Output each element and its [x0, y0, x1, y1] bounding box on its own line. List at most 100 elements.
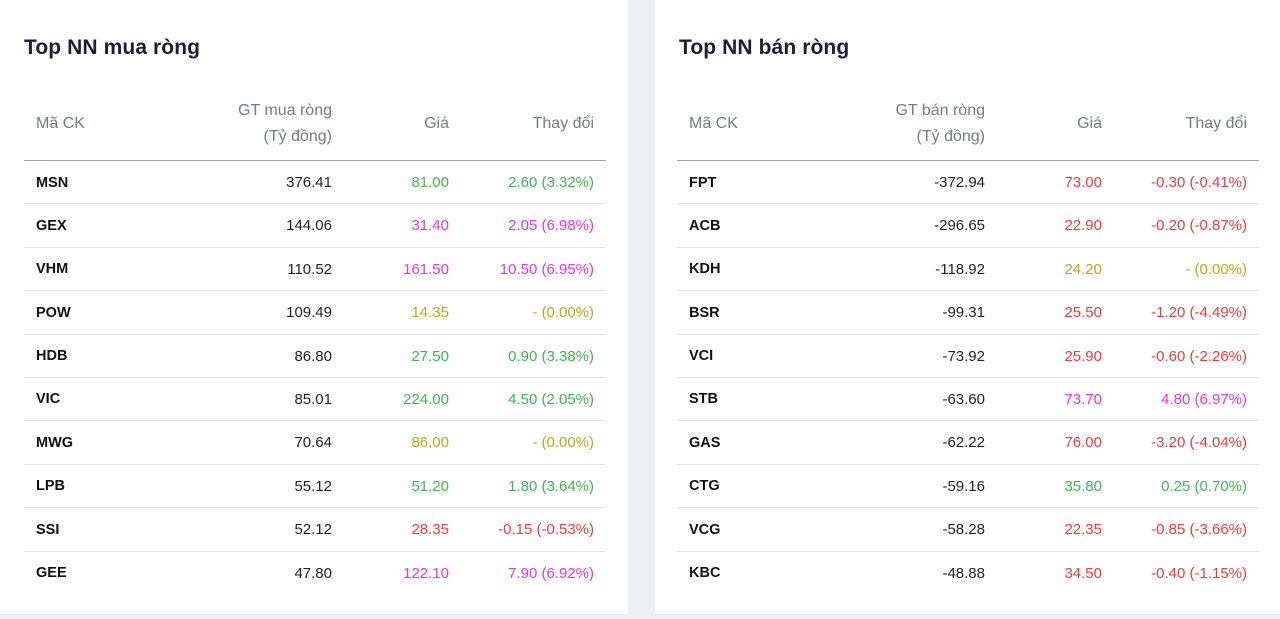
table-row[interactable]: POW 109.49 14.35 - (0.00%)	[24, 291, 606, 335]
price-change: 10.50 (6.95%)	[499, 260, 594, 278]
price-change: -3.20 (-4.04%)	[1151, 434, 1247, 452]
table-row[interactable]: SSI 52.12 28.35 -0.15 (-0.53%)	[24, 508, 606, 552]
stock-code[interactable]: VHM	[36, 261, 69, 278]
stock-code[interactable]: BSR	[689, 304, 720, 321]
table-row[interactable]: CTG -59.16 35.80 0.25 (0.70%)	[677, 465, 1259, 509]
stock-code[interactable]: GEX	[36, 217, 67, 234]
table-row[interactable]: GEX 144.06 31.40 2.05 (6.98%)	[24, 204, 606, 248]
header-change: Thay đổi	[532, 115, 594, 132]
table-row[interactable]: MWG 70.64 86.00 - (0.00%)	[24, 421, 606, 465]
price-change: -0.40 (-1.15%)	[1151, 564, 1247, 582]
price-change: -0.60 (-2.26%)	[1151, 347, 1247, 365]
table-row[interactable]: LPB 55.12 51.20 1.80 (3.64%)	[24, 465, 606, 509]
net-buy-table-body: MSN 376.41 81.00 2.60 (3.32%) GEX 144.06 31.40…	[24, 161, 606, 595]
net-value: 52.12	[294, 521, 332, 539]
stock-code[interactable]: STB	[689, 391, 718, 408]
price-change: 0.25 (0.70%)	[1161, 477, 1247, 495]
price-change: -0.15 (-0.53%)	[498, 521, 594, 539]
price-change: 4.50 (2.05%)	[508, 390, 594, 408]
price-change: -0.85 (-3.66%)	[1151, 521, 1247, 539]
header-code: Mã CK	[36, 115, 85, 132]
table-row[interactable]: KBC -48.88 34.50 -0.40 (-1.15%)	[677, 552, 1259, 595]
header-price: Giá	[424, 115, 449, 132]
price: 22.35	[1064, 521, 1102, 539]
table-row[interactable]: FPT -372.94 73.00 -0.30 (-0.41%)	[677, 161, 1259, 205]
price-change: -1.20 (-4.49%)	[1151, 304, 1247, 322]
net-value: 110.52	[287, 260, 332, 278]
price: 86.00	[411, 434, 449, 452]
net-value: 47.80	[294, 564, 332, 582]
table-row[interactable]: KDH -118.92 24.20 - (0.00%)	[677, 248, 1259, 292]
price: 14.35	[411, 304, 449, 322]
table-row[interactable]: BSR -99.31 25.50 -1.20 (-4.49%)	[677, 291, 1259, 335]
stock-code[interactable]: GAS	[689, 434, 721, 451]
price: 73.00	[1064, 174, 1102, 191]
net-value: 109.49	[286, 304, 332, 322]
stock-code[interactable]: POW	[36, 304, 71, 321]
price-change: 0.90 (3.38%)	[508, 347, 594, 365]
net-value: -63.60	[942, 390, 985, 408]
net-value: -58.28	[942, 521, 985, 539]
price-change: 2.05 (6.98%)	[508, 217, 594, 235]
table-row[interactable]: VCG -58.28 22.35 -0.85 (-3.66%)	[677, 508, 1259, 552]
table-row[interactable]: GAS -62.22 76.00 -3.20 (-4.04%)	[677, 421, 1259, 465]
stock-code[interactable]: FPT	[689, 174, 717, 191]
net-value: -296.65	[934, 217, 985, 235]
net-sell-title: Top NN bán ròng	[679, 36, 850, 59]
header-net-sell-value: GT bán ròng (Tỷ đồng)	[807, 88, 985, 160]
net-value: 85.01	[294, 390, 332, 408]
table-row[interactable]: VHM 110.52 161.50 10.50 (6.95%)	[24, 248, 606, 292]
table-row[interactable]: VCI -73.92 25.90 -0.60 (-2.26%)	[677, 335, 1259, 378]
price-change: 4.80 (6.97%)	[1161, 390, 1247, 408]
header-change: Thay đổi	[1185, 115, 1247, 132]
stock-code[interactable]: MWG	[36, 434, 74, 451]
price: 81.00	[411, 174, 449, 191]
stock-code[interactable]: GEE	[36, 565, 67, 582]
net-buy-table: Mã CK GT mua ròng (Tỷ đồng) Giá Thay đổi…	[24, 88, 606, 595]
net-value: -372.94	[934, 174, 985, 191]
stock-code[interactable]: MSN	[36, 174, 69, 191]
stock-code[interactable]: VCG	[689, 521, 721, 538]
stock-code[interactable]: KDH	[689, 261, 721, 278]
price-change: 2.60 (3.32%)	[508, 174, 594, 191]
net-value: -62.22	[942, 434, 985, 452]
price: 122.10	[403, 564, 449, 582]
price: 76.00	[1064, 434, 1102, 452]
net-value: 86.80	[294, 347, 332, 365]
stock-code[interactable]: VCI	[689, 348, 714, 365]
table-row[interactable]: VIC 85.01 224.00 4.50 (2.05%)	[24, 378, 606, 422]
stock-code[interactable]: ACB	[689, 217, 721, 234]
table-row[interactable]: HDB 86.80 27.50 0.90 (3.38%)	[24, 335, 606, 378]
net-buy-title: Top NN mua ròng	[24, 36, 201, 59]
net-value: -59.16	[942, 477, 985, 495]
net-sell-table-header: Mã CK GT bán ròng (Tỷ đồng) Giá Thay đổi	[677, 88, 1259, 161]
price: 22.90	[1064, 217, 1102, 235]
net-value: -48.88	[942, 564, 985, 582]
header-code: Mã CK	[689, 115, 738, 132]
price: 34.50	[1064, 564, 1102, 582]
net-value: 55.12	[294, 477, 332, 495]
header-net-buy-value-line2: (Tỷ đồng)	[263, 128, 332, 145]
stock-code[interactable]: LPB	[36, 478, 65, 495]
price: 27.50	[411, 347, 449, 365]
net-value: -73.92	[942, 347, 985, 365]
header-net-sell-value-line2: (Tỷ đồng)	[916, 128, 985, 145]
price-change: 7.90 (6.92%)	[508, 564, 594, 582]
stock-code[interactable]: VIC	[36, 391, 61, 408]
stock-code[interactable]: CTG	[689, 478, 720, 495]
price: 31.40	[411, 217, 449, 235]
price: 73.70	[1064, 390, 1102, 408]
price: 35.80	[1064, 477, 1102, 495]
net-value: 376.41	[286, 174, 332, 191]
table-row[interactable]: ACB -296.65 22.90 -0.20 (-0.87%)	[677, 204, 1259, 248]
table-row[interactable]: MSN 376.41 81.00 2.60 (3.32%)	[24, 161, 606, 205]
stock-code[interactable]: KBC	[689, 565, 721, 582]
table-row[interactable]: GEE 47.80 122.10 7.90 (6.92%)	[24, 552, 606, 595]
price-change: - (0.00%)	[532, 434, 594, 452]
net-buy-table-header: Mã CK GT mua ròng (Tỷ đồng) Giá Thay đổi	[24, 88, 606, 161]
table-row[interactable]: STB -63.60 73.70 4.80 (6.97%)	[677, 378, 1259, 422]
net-value: 144.06	[286, 217, 332, 235]
stock-code[interactable]: HDB	[36, 348, 68, 365]
stock-code[interactable]: SSI	[36, 521, 60, 538]
